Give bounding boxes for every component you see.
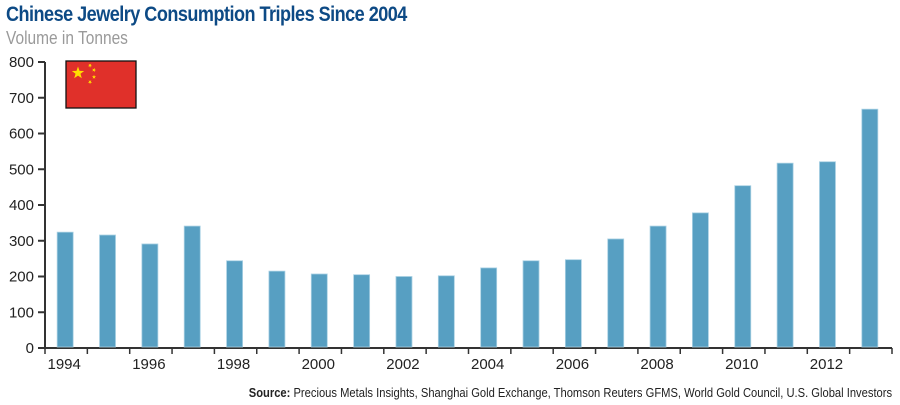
bar-2000: 2000: 207 — [310, 273, 328, 348]
source-text: Precious Metals Insights, Shanghai Gold … — [293, 385, 892, 400]
bar-2007: 2007: 305 — [607, 238, 625, 348]
y-tick-label: 200 — [9, 269, 34, 286]
bar-2004: 2004: 224 — [480, 267, 498, 348]
x-tick-label: 2006 — [556, 356, 589, 373]
bar-2013: 2013: 668 — [861, 108, 879, 348]
bar-2008: 2008: 341 — [649, 225, 667, 348]
bar-2001: 2001: 205 — [353, 274, 371, 348]
bar-2006: 2006: 247 — [564, 259, 582, 348]
y-tick-label: 600 — [9, 126, 34, 143]
chart-title: Chinese Jewelry Consumption Triples Sinc… — [6, 3, 407, 26]
y-tick-label: 700 — [9, 90, 34, 107]
bar-2011: 2011: 517 — [776, 162, 794, 348]
y-tick-label: 500 — [9, 161, 34, 178]
flag-star-icon — [91, 74, 97, 79]
bar-1996: 1996: 291 — [141, 243, 159, 348]
x-tick-label: 2000 — [302, 356, 335, 373]
y-tick-label: 800 — [9, 54, 34, 71]
x-tick-label: 2004 — [471, 356, 504, 373]
bar-1998: 1998: 244 — [226, 260, 243, 348]
x-tick-label: 1996 — [132, 356, 165, 373]
y-tick-label: 400 — [9, 197, 34, 214]
bar-1995: 1995: 316 — [99, 234, 116, 348]
china-flag-icon — [65, 60, 137, 109]
bar-1994: 1994: 324 — [56, 231, 74, 348]
bar-2002: 2002: 200 — [395, 276, 413, 348]
y-axis: 0 100 200 300 400 500 600 700 800 — [9, 54, 46, 357]
bar-2005: 2005: 244 — [522, 260, 540, 348]
flag-star-icon — [71, 66, 85, 79]
bar-2010: 2010: 454 — [734, 185, 752, 348]
y-tick-label: 0 — [26, 340, 34, 357]
x-tick-label: 1998 — [217, 356, 250, 373]
flag-field — [65, 60, 137, 109]
flag-star-icon — [87, 63, 93, 68]
x-axis: 1994 1996 1998 2000 2002 2004 2006 2008 2010 2012 — [38, 347, 893, 373]
bar-2009: 2009: 378 — [692, 212, 709, 348]
y-tick-label: 300 — [9, 233, 34, 250]
source-note: Source: Precious Metals Insights, Shangh… — [249, 385, 892, 400]
x-tick-label: 2012 — [810, 356, 843, 373]
flag-star-icon — [92, 67, 97, 73]
x-tick-label: 2008 — [640, 356, 673, 373]
x-tick-label: 2010 — [725, 356, 758, 373]
bar-1999: 1999: 215 — [268, 270, 286, 348]
bar-1997: 1997: 341 — [183, 225, 201, 348]
chart-subtitle: Volume in Tonnes — [6, 28, 128, 48]
flag-star-icon — [87, 80, 93, 85]
bar-2012: 2012: 521 — [819, 161, 836, 348]
source-label: Source: — [248, 385, 291, 400]
y-tick-label: 100 — [9, 304, 34, 321]
x-tick-label: 2002 — [386, 356, 419, 373]
x-tick-label: 1994 — [47, 356, 80, 373]
bars: 1994: 324 1995: 316 1996: 291 1997: 341 1998… — [56, 108, 879, 348]
